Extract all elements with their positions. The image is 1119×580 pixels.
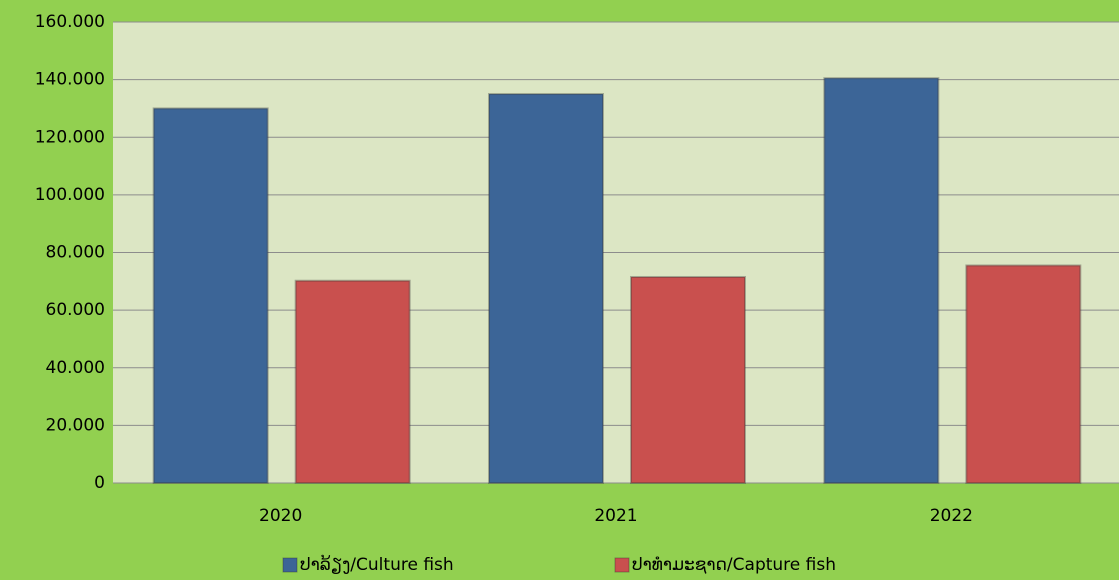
legend-swatch xyxy=(282,557,298,573)
bar xyxy=(630,275,746,484)
y-tick-label: 140.000 xyxy=(35,70,105,90)
legend-swatch xyxy=(614,557,630,573)
x-tick-label: 2020 xyxy=(259,506,302,526)
y-tick-label: 60.000 xyxy=(46,300,105,320)
y-tick-label: 100.000 xyxy=(35,185,105,205)
bar xyxy=(823,77,940,484)
y-tick-label: 120.000 xyxy=(35,127,105,147)
y-tick-label: 80.000 xyxy=(46,243,105,263)
bar xyxy=(965,264,1082,485)
y-tick-label: 20.000 xyxy=(46,415,105,435)
x-tick-label: 2022 xyxy=(930,506,973,526)
bar xyxy=(488,93,604,484)
x-tick-label: 2021 xyxy=(594,506,637,526)
bar xyxy=(294,279,411,484)
y-tick-label: 40.000 xyxy=(46,358,105,378)
y-tick-label: 160.000 xyxy=(35,12,105,32)
bar xyxy=(152,107,269,484)
y-tick-label: 0 xyxy=(94,473,105,493)
legend-label: ປາລ້ຽງ/Culture fish xyxy=(300,554,454,575)
legend-label: ປາທຳມະຊາດ/Capture fish xyxy=(632,555,836,575)
